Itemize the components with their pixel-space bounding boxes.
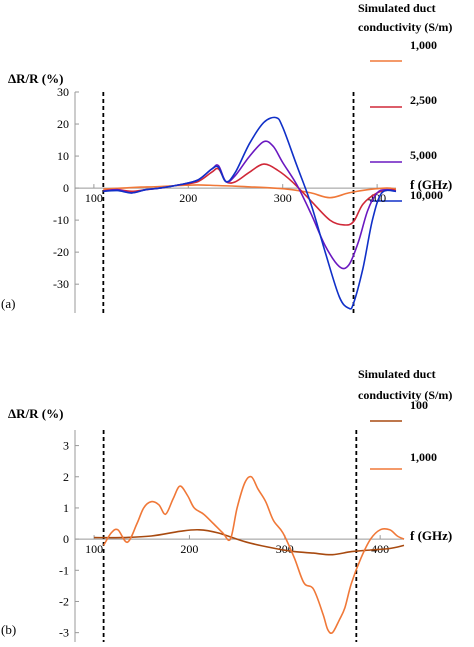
legend-a: Simulated duct conductivity (S/m) 1,000 … (358, 1, 452, 202)
y-tick-label-b: 2 (63, 470, 69, 484)
y-tick-label-b: -3 (59, 626, 69, 640)
legend-label-b-100: 100 (410, 398, 428, 412)
legend-label-a-10000: 10,000 (410, 188, 443, 202)
legend-label-a-1000: 1,000 (410, 38, 437, 52)
x-tick-label-a: 100 (85, 191, 103, 205)
y-tick-label-b: -1 (59, 563, 69, 577)
y-tick-label-a: -30 (53, 277, 69, 291)
y-tick-label-b: -2 (59, 594, 69, 608)
series-line-a-3 (103, 116, 397, 310)
legend-title-line2: conductivity (S/m) (358, 20, 452, 34)
series-line-a-1 (103, 163, 397, 226)
legend-b: Simulated duct conductivity (S/m) 100 1,… (358, 367, 452, 470)
legend-label-a-2500: 2,500 (410, 93, 437, 107)
legend-title-line1: Simulated duct (358, 1, 436, 15)
series-line-a-0 (103, 184, 397, 199)
x-axis-title-a: f (GHz) (410, 177, 452, 192)
y-axis-title-b: ΔR/R (%) (8, 406, 63, 421)
chart-panel-b: Simulated duct conductivity (S/m) 100 1,… (1, 367, 452, 642)
series-line-b-1 (102, 475, 405, 635)
series-line-a-2 (103, 140, 397, 270)
x-tick-label-b: 200 (180, 542, 198, 556)
y-axis-title-a: ΔR/R (%) (8, 71, 63, 86)
y-tick-label-a: -10 (53, 213, 69, 227)
y-tick-label-b: 1 (63, 501, 69, 515)
series-line-b-0 (94, 528, 405, 556)
y-tick-label-b: 0 (63, 532, 69, 546)
y-tick-label-a: -20 (53, 245, 69, 259)
y-tick-label-a: 20 (57, 117, 69, 131)
legend-title-b-line1: Simulated duct (358, 367, 436, 381)
legend-title-b-line2: conductivity (S/m) (358, 388, 452, 402)
panel-label-a: (a) (1, 296, 15, 311)
panel-label-b: (b) (1, 622, 16, 637)
y-tick-label-a: 30 (57, 85, 69, 99)
x-tick-label-a: 200 (179, 191, 197, 205)
y-tick-label-a: 0 (63, 181, 69, 195)
x-tick-label-b: 100 (85, 542, 103, 556)
x-axis-title-b: f (GHz) (410, 528, 452, 543)
legend-label-b-1000: 1,000 (410, 450, 437, 464)
y-tick-label-b: 3 (63, 439, 69, 453)
chart-panel-a: Simulated duct conductivity (S/m) 1,000 … (1, 1, 452, 313)
legend-label-a-5000: 5,000 (410, 148, 437, 162)
x-tick-label-a: 300 (274, 191, 292, 205)
y-tick-label-a: 10 (57, 149, 69, 163)
